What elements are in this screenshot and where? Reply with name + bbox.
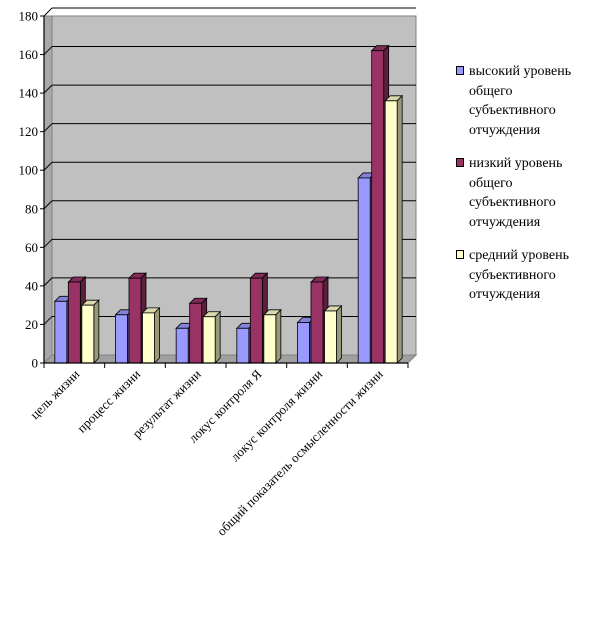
plot-area xyxy=(42,7,418,365)
legend-line: субъективного xyxy=(469,267,556,283)
y-tick-label: 140 xyxy=(19,86,39,101)
bar xyxy=(202,316,216,364)
bar xyxy=(67,281,81,364)
x-tick-label: процесс жизни xyxy=(74,366,143,435)
bar-side xyxy=(154,306,160,364)
bar-side xyxy=(93,299,100,364)
gridline-depth xyxy=(43,316,53,325)
y-tick-label: 40 xyxy=(25,278,38,293)
legend-item-high: высокий уровень общего субъективного отч… xyxy=(456,62,602,140)
y-tick-label: 80 xyxy=(25,201,38,216)
legend-item-medium: средний уровень субъективного отчуждения xyxy=(456,246,602,305)
bar xyxy=(310,281,324,364)
bar xyxy=(297,322,310,364)
bar-side xyxy=(214,310,221,364)
plot-background xyxy=(51,15,417,356)
legend-line: высокий уровень xyxy=(469,64,572,79)
legend: высокий уровень общего субъективного отч… xyxy=(456,62,602,319)
bar-side xyxy=(336,304,342,364)
y-tick-label: 160 xyxy=(19,47,39,62)
gridline-depth xyxy=(43,161,53,171)
bar xyxy=(175,327,189,364)
legend-line: отчуждения xyxy=(469,214,541,230)
bar xyxy=(189,302,203,364)
legend-swatch-medium xyxy=(456,250,464,259)
legend-line: низкий уровень xyxy=(469,156,563,171)
bar xyxy=(249,277,263,364)
bar xyxy=(142,312,155,364)
bar xyxy=(54,300,68,364)
bar xyxy=(236,327,250,364)
gridline-depth xyxy=(43,200,53,210)
legend-line: отчуждения xyxy=(469,287,541,302)
bar xyxy=(115,314,128,364)
bar xyxy=(263,314,277,364)
bar xyxy=(371,50,385,364)
gridline-depth xyxy=(43,238,53,248)
axes xyxy=(40,15,409,368)
y-tick-label: 120 xyxy=(19,124,39,139)
bar-side xyxy=(396,94,403,364)
gridline-depth xyxy=(43,123,53,133)
bar xyxy=(324,310,337,364)
plot-side-wall xyxy=(43,15,53,365)
gridline-depth xyxy=(43,84,53,94)
legend-line: субъективного xyxy=(469,195,556,210)
y-tick-label: 60 xyxy=(25,240,38,255)
bar-side xyxy=(275,308,282,364)
bar xyxy=(81,304,95,364)
gridline-depth xyxy=(43,7,53,17)
legend-item-low: низкий уровень общего субъективного отчу… xyxy=(456,154,602,232)
bar xyxy=(357,177,371,364)
bar xyxy=(384,100,398,364)
y-tick-label: 180 xyxy=(19,9,39,24)
gridline-depth xyxy=(43,46,53,55)
legend-line: общего xyxy=(469,175,513,191)
legend-line: субъективного xyxy=(469,103,556,118)
x-tick-label: цель жизни xyxy=(27,366,82,421)
bar xyxy=(128,277,142,364)
legend-line: общего xyxy=(469,83,513,99)
y-tick-label: 0 xyxy=(32,356,39,371)
gridline-depth xyxy=(43,277,53,287)
y-tick-label: 100 xyxy=(19,163,39,178)
legend-line: отчуждения xyxy=(469,122,541,138)
legend-swatch-low xyxy=(456,158,464,167)
legend-swatch-high xyxy=(456,66,464,75)
legend-line: средний уровень xyxy=(469,248,569,263)
y-tick-label: 20 xyxy=(25,317,38,332)
